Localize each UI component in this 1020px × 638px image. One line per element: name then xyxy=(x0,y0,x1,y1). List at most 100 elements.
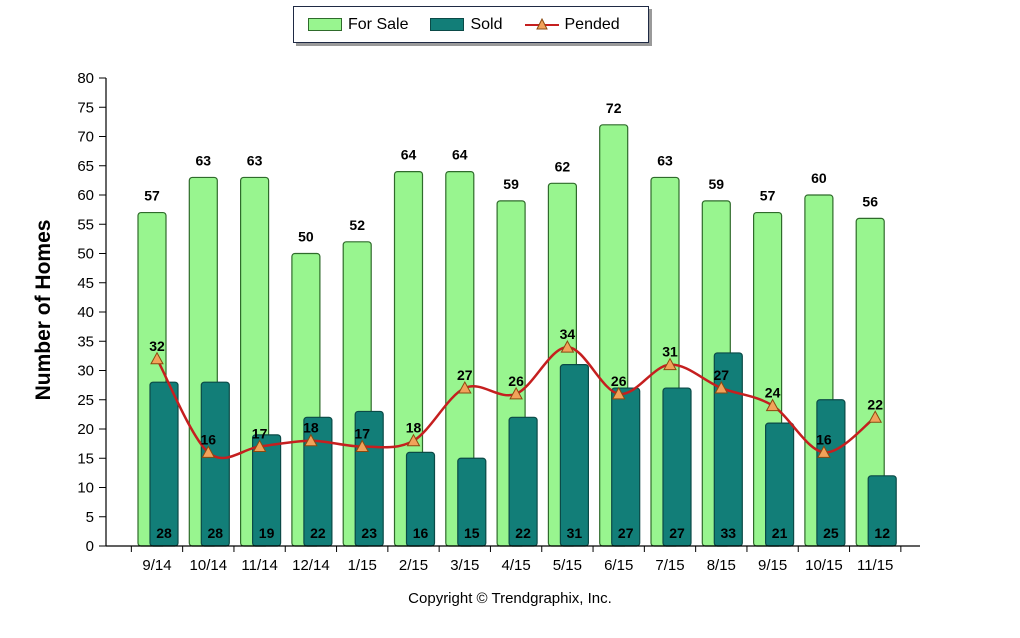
pended-value-label: 18 xyxy=(303,420,319,436)
sold-bar xyxy=(662,387,692,547)
pended-swatch xyxy=(524,18,559,31)
for-sale-value-label: 63 xyxy=(247,152,263,168)
sold-value-label: 19 xyxy=(259,525,275,541)
sold-bar xyxy=(149,381,179,547)
pended-value-label: 26 xyxy=(508,373,524,389)
y-tick-label: 45 xyxy=(77,275,94,292)
sold-value-label: 28 xyxy=(156,525,172,541)
copyright-text: Copyright © Trendgraphix, Inc. xyxy=(408,590,612,607)
pended-marker xyxy=(252,439,267,453)
x-tick-label: 6/15 xyxy=(604,557,633,574)
for-sale-value-label: 64 xyxy=(452,147,468,163)
for-sale-value-label: 57 xyxy=(144,188,160,204)
x-tick-label: 3/15 xyxy=(450,557,479,574)
for-sale-value-label: 50 xyxy=(298,229,314,245)
y-tick-label: 50 xyxy=(77,246,94,263)
sold-value-label: 12 xyxy=(874,525,890,541)
for-sale-value-label: 64 xyxy=(401,147,417,163)
x-tick-label: 7/15 xyxy=(655,557,684,574)
pended-value-label: 18 xyxy=(406,420,422,436)
for-sale-value-label: 59 xyxy=(709,176,725,192)
y-tick-label: 0 xyxy=(86,538,94,555)
sold-swatch xyxy=(430,18,465,31)
y-tick-label: 20 xyxy=(77,421,94,438)
legend-label-sold: Sold xyxy=(470,15,503,33)
sold-value-label: 33 xyxy=(721,525,737,541)
pended-value-label: 16 xyxy=(816,431,832,447)
sold-value-label: 16 xyxy=(413,525,429,541)
y-tick-label: 75 xyxy=(77,99,94,116)
sold-value-label: 23 xyxy=(361,525,377,541)
pended-value-label: 17 xyxy=(252,426,268,442)
sold-value-label: 22 xyxy=(310,525,326,541)
for-sale-value-label: 52 xyxy=(349,217,365,233)
y-tick-label: 55 xyxy=(77,216,94,233)
for-sale-value-label: 72 xyxy=(606,100,622,116)
pended-value-label: 34 xyxy=(560,326,576,342)
for-sale-value-label: 56 xyxy=(862,193,878,209)
sold-value-label: 28 xyxy=(208,525,224,541)
sold-value-label: 25 xyxy=(823,525,839,541)
y-tick-label: 15 xyxy=(77,450,94,467)
y-axis-label: Number of Homes xyxy=(32,219,55,401)
pended-value-label: 26 xyxy=(611,373,627,389)
sold-bar xyxy=(200,381,230,547)
pended-marker xyxy=(457,381,472,394)
x-tick-label: 10/15 xyxy=(805,557,843,574)
pended-value-label: 31 xyxy=(662,344,678,360)
y-tick-label: 25 xyxy=(77,392,94,409)
pended-marker xyxy=(509,386,523,400)
pended-marker xyxy=(150,351,164,365)
x-tick-label: 2/15 xyxy=(399,557,428,574)
pended-value-label: 22 xyxy=(867,396,883,412)
y-tick-label: 70 xyxy=(77,129,94,146)
pended-value-label: 32 xyxy=(149,338,165,354)
pended-marker xyxy=(663,357,677,371)
x-tick-label: 10/14 xyxy=(190,557,228,574)
pended-marker xyxy=(765,398,780,412)
x-tick-label: 9/14 xyxy=(142,557,171,574)
y-tick-label: 35 xyxy=(77,333,94,350)
y-tick-label: 10 xyxy=(77,480,94,497)
pended-marker xyxy=(304,433,318,447)
for-sale-value-label: 59 xyxy=(503,176,519,192)
y-tick-label: 60 xyxy=(77,187,94,204)
sold-bar xyxy=(559,364,590,547)
for-sale-value-label: 63 xyxy=(657,152,673,168)
legend-item-for-sale: For Sale xyxy=(308,16,408,34)
for-sale-value-label: 63 xyxy=(196,152,212,168)
sold-value-label: 21 xyxy=(772,525,788,541)
pended-marker xyxy=(611,386,626,400)
pended-value-label: 24 xyxy=(765,385,781,401)
x-tick-label: 8/15 xyxy=(707,557,736,574)
legend-label-for-sale: For Sale xyxy=(348,15,409,33)
y-tick-label: 40 xyxy=(77,304,94,321)
pended-marker xyxy=(817,445,831,458)
y-tick-label: 5 xyxy=(86,509,94,526)
sold-value-label: 27 xyxy=(618,525,634,541)
pended-marker xyxy=(355,439,370,453)
pended-value-label: 27 xyxy=(457,367,473,383)
for-sale-swatch xyxy=(308,18,342,31)
pended-marker xyxy=(560,340,575,353)
for-sale-value-label: 57 xyxy=(760,188,776,204)
x-tick-label: 4/15 xyxy=(501,557,530,574)
pended-value-label: 17 xyxy=(354,426,370,442)
pended-marker xyxy=(714,381,729,394)
y-tick-label: 30 xyxy=(77,363,94,380)
x-tick-label: 5/15 xyxy=(553,557,582,574)
pended-marker xyxy=(406,433,421,447)
y-tick-label: 80 xyxy=(77,70,94,87)
pended-marker xyxy=(201,445,216,458)
pended-value-label: 27 xyxy=(714,367,730,383)
sold-bar xyxy=(611,387,641,547)
x-tick-label: 9/15 xyxy=(758,557,787,574)
sold-value-label: 31 xyxy=(567,525,583,541)
pended-marker xyxy=(868,410,883,423)
chart-legend: For Sale Sold Pended xyxy=(293,6,649,43)
x-tick-label: 1/15 xyxy=(348,557,377,574)
sold-value-label: 15 xyxy=(464,525,480,541)
for-sale-value-label: 62 xyxy=(555,158,571,174)
sold-value-label: 22 xyxy=(515,525,531,541)
